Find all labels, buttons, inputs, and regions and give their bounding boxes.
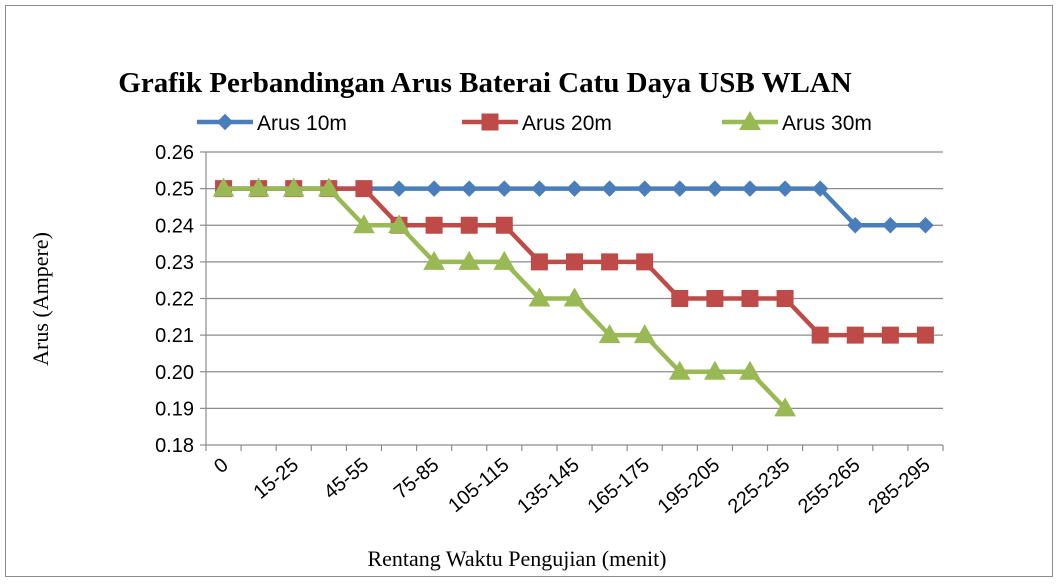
- x-tick-label: 0: [210, 454, 233, 478]
- data-point: [425, 216, 443, 234]
- y-tick-label: 0.20: [155, 362, 194, 384]
- y-axis-title: Arus (Ampere): [28, 232, 53, 366]
- data-point: [481, 113, 499, 131]
- data-point: [881, 326, 899, 344]
- data-point: [317, 177, 340, 197]
- data-point: [633, 324, 656, 344]
- data-point: [847, 217, 864, 234]
- data-point: [706, 180, 724, 197]
- data-point: [671, 180, 688, 197]
- x-tick-label: 15-25: [250, 454, 303, 504]
- x-axis-title: Rentang Waktu Pengujian (menit): [367, 546, 666, 571]
- data-point: [882, 217, 899, 234]
- data-point: [282, 177, 305, 197]
- series-3: [212, 177, 796, 417]
- data-point: [388, 214, 410, 234]
- x-tick-label: 105-115: [444, 454, 513, 517]
- data-point: [916, 326, 934, 344]
- y-tick-label: 0.25: [155, 179, 194, 201]
- x-tick-label: 45-55: [320, 454, 373, 504]
- data-point: [739, 110, 761, 130]
- x-tick-label: 75-85: [390, 454, 443, 504]
- data-point: [423, 250, 445, 270]
- data-point: [355, 180, 373, 198]
- data-point: [811, 326, 829, 344]
- data-point: [741, 290, 759, 307]
- y-tick-label: 0.21: [155, 325, 194, 347]
- data-point: [531, 180, 548, 197]
- data-point: [461, 180, 478, 197]
- y-tick-label: 0.23: [155, 252, 194, 274]
- y-tick-label: 0.26: [155, 142, 194, 164]
- data-point: [598, 324, 621, 344]
- data-point: [741, 180, 759, 197]
- data-point: [563, 287, 586, 307]
- data-point: [706, 290, 724, 307]
- data-point: [390, 180, 408, 197]
- y-tick-label: 0.22: [155, 289, 194, 311]
- y-tick-label: 0.18: [155, 435, 194, 457]
- data-point: [212, 177, 235, 197]
- y-axis-ticks: 0.18 0.19 0.20 0.21 0.22 0.23 0.24 0.25 0.26: [155, 142, 206, 457]
- data-point: [636, 253, 654, 271]
- x-tick-label: 255-265: [794, 454, 864, 518]
- data-point: [671, 290, 689, 307]
- x-tick-label: 165-175: [584, 454, 654, 518]
- x-tick-label: 135-145: [513, 454, 583, 518]
- data-point: [496, 180, 513, 197]
- data-point: [668, 360, 691, 380]
- chart-frame: [5, 5, 1053, 577]
- data-point: [528, 287, 551, 307]
- legend-item: Arus 20m: [462, 112, 612, 135]
- x-tick-label: 285-295: [864, 454, 934, 518]
- data-point: [846, 326, 864, 344]
- data-point: [566, 253, 583, 271]
- data-point: [601, 180, 618, 197]
- x-tick-label: 195-205: [654, 454, 724, 518]
- chart-title: Grafik Perbandingan Arus Baterai Catu Da…: [118, 67, 851, 99]
- legend-item: Arus 10m: [197, 112, 347, 135]
- data-point: [739, 360, 761, 380]
- legend-item: Arus 30m: [722, 110, 872, 135]
- x-axis-ticks: 0 15-25 45-55 75-85 105-115 135-145 165-175 195…: [205, 445, 944, 518]
- y-tick-label: 0.24: [155, 215, 194, 237]
- data-point: [917, 217, 934, 234]
- data-point: [704, 360, 726, 380]
- y-tick-label: 0.19: [155, 398, 194, 420]
- legend-label: Arus 20m: [522, 112, 612, 135]
- data-point: [530, 253, 548, 271]
- data-point: [566, 180, 583, 197]
- data-point: [425, 180, 443, 197]
- data-point: [811, 180, 829, 197]
- data-point: [774, 397, 796, 417]
- data-point: [460, 216, 478, 234]
- data-point: [636, 180, 653, 197]
- data-point: [495, 216, 513, 234]
- data-point: [247, 177, 270, 197]
- data-point: [493, 250, 516, 270]
- x-tick-label: 225-235: [724, 454, 794, 518]
- legend-label: Arus 30m: [782, 112, 872, 135]
- data-point: [601, 253, 619, 271]
- data-point: [353, 214, 375, 234]
- data-point: [776, 180, 794, 197]
- legend-label: Arus 10m: [257, 112, 347, 135]
- plot-area: [212, 177, 934, 417]
- data-point: [776, 290, 794, 307]
- data-point: [458, 250, 481, 270]
- data-point: [216, 113, 234, 131]
- legend: Arus 10m Arus 20m Arus 30m: [197, 110, 872, 135]
